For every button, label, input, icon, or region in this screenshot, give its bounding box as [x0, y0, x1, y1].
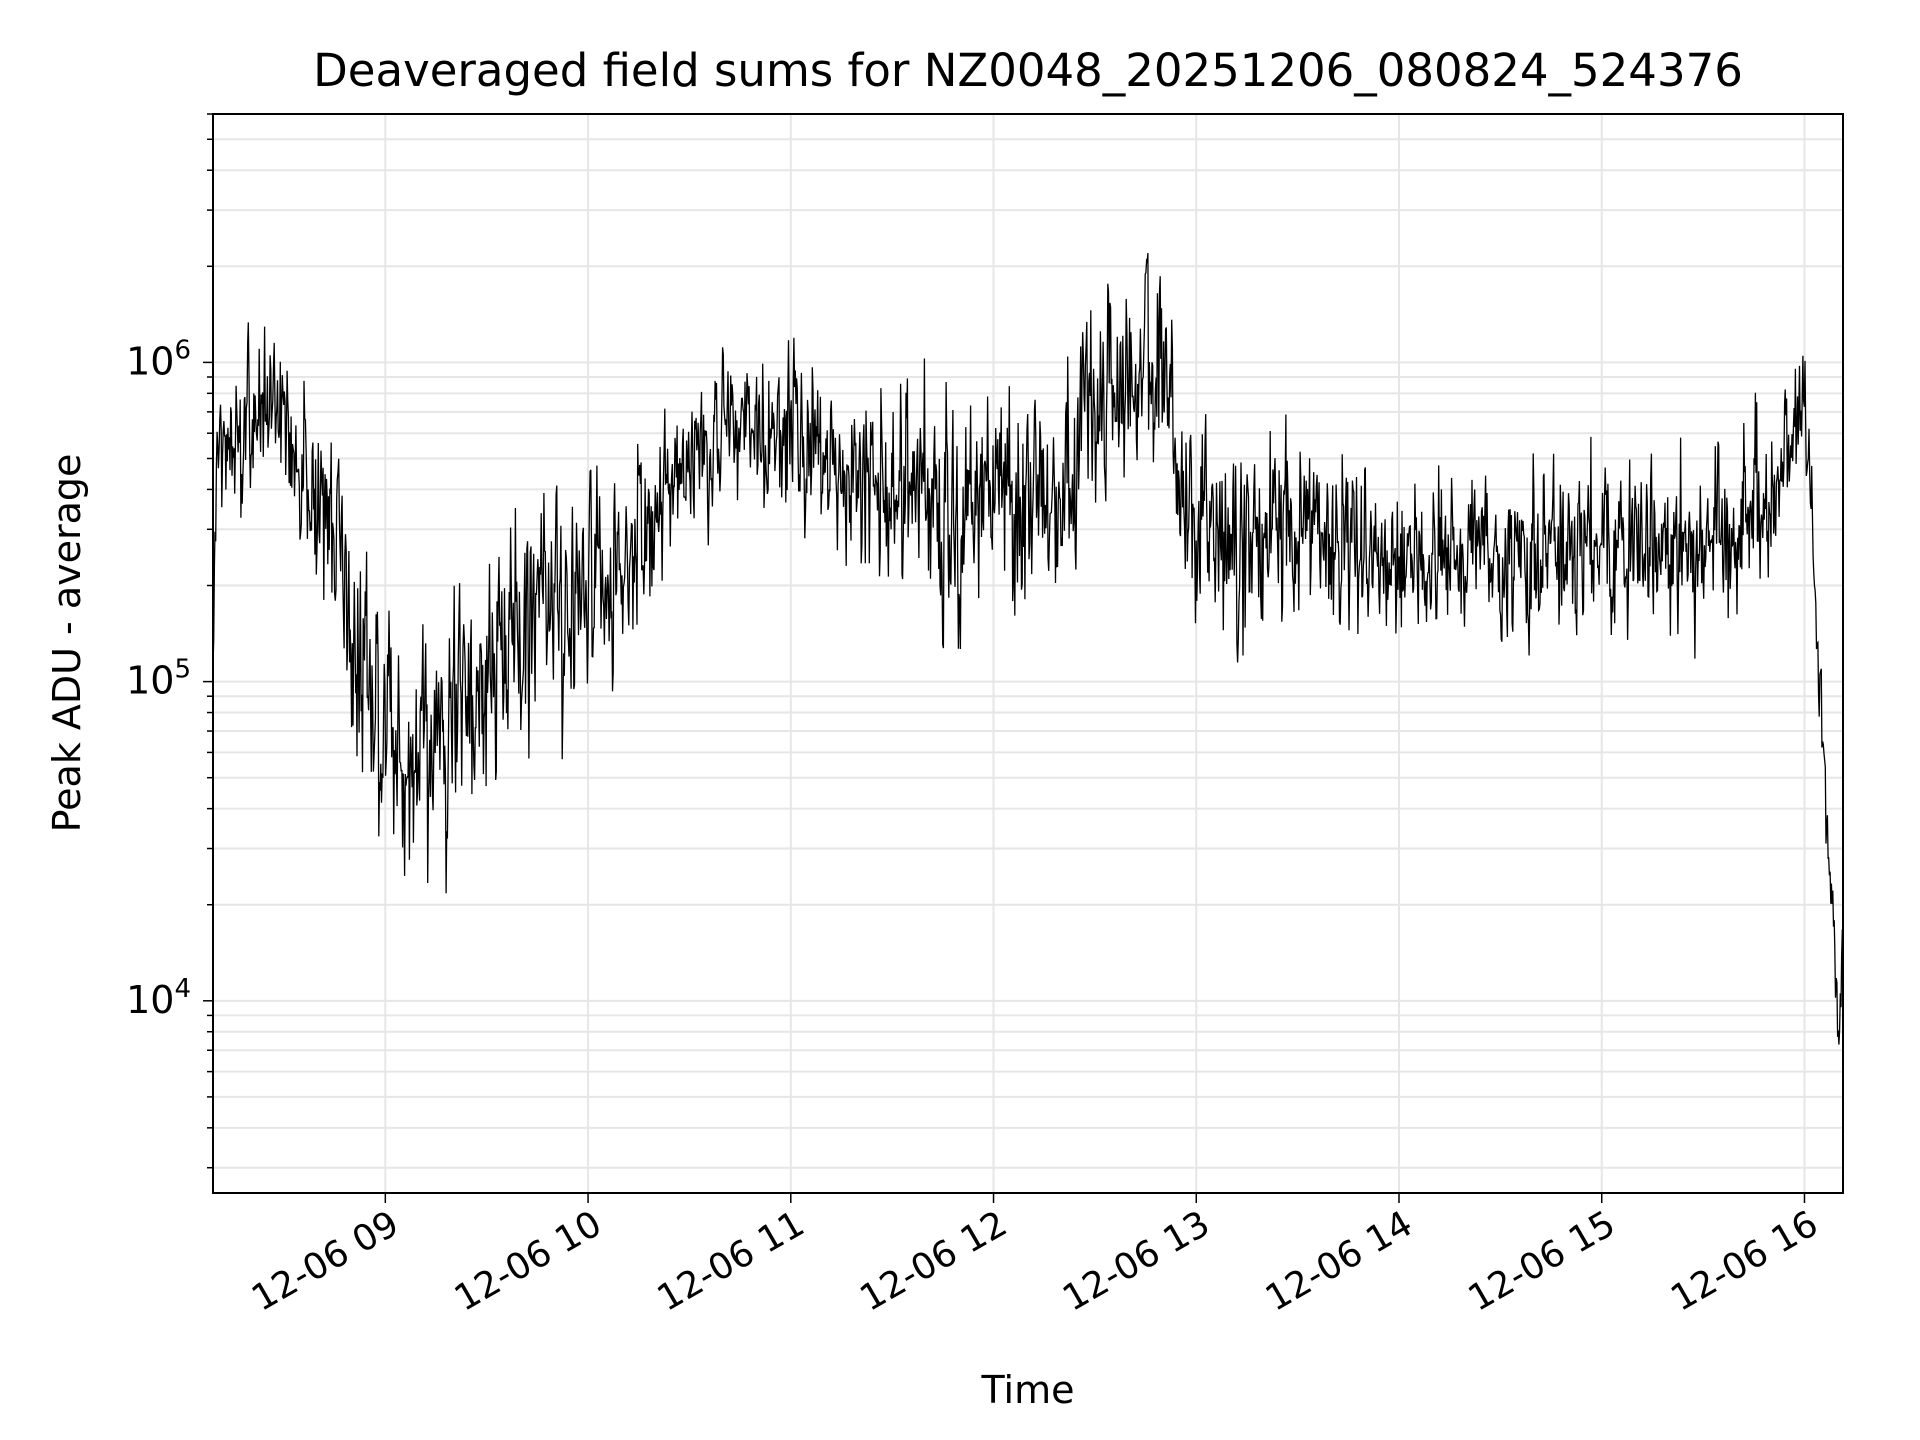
series-line [212, 253, 1844, 1045]
x-tick-label: 12-06 09 [245, 1203, 406, 1319]
x-tick-label: 12-06 13 [1056, 1203, 1217, 1319]
x-axis: 12-06 09 12-06 10 12-06 11 12-06 12 12-06 13… [245, 1193, 1825, 1320]
series-layer [212, 253, 1844, 1045]
x-tick-label: 12-06 12 [853, 1203, 1014, 1319]
y-tick-label: 104 [126, 974, 191, 1022]
x-tick-label: 12-06 16 [1664, 1203, 1825, 1319]
x-tick-label: 12-06 15 [1462, 1203, 1623, 1319]
y-axis-label: Peak ADU - average [45, 453, 89, 833]
plot-area-frame [212, 113, 1844, 1194]
y-tick-label: 105 [126, 655, 191, 703]
x-tick-label: 12-06 10 [448, 1203, 609, 1319]
x-axis-label: Time [981, 1368, 1075, 1412]
x-tick-label: 12-06 14 [1259, 1203, 1420, 1319]
y-tick-label: 106 [126, 335, 191, 383]
grid [213, 113, 1843, 1193]
x-tick-label: 12-06 11 [651, 1203, 812, 1319]
y-axis: 104 105 106 [126, 113, 213, 1169]
chart-title: Deaveraged field sums for NZ0048_2025120… [313, 44, 1743, 97]
